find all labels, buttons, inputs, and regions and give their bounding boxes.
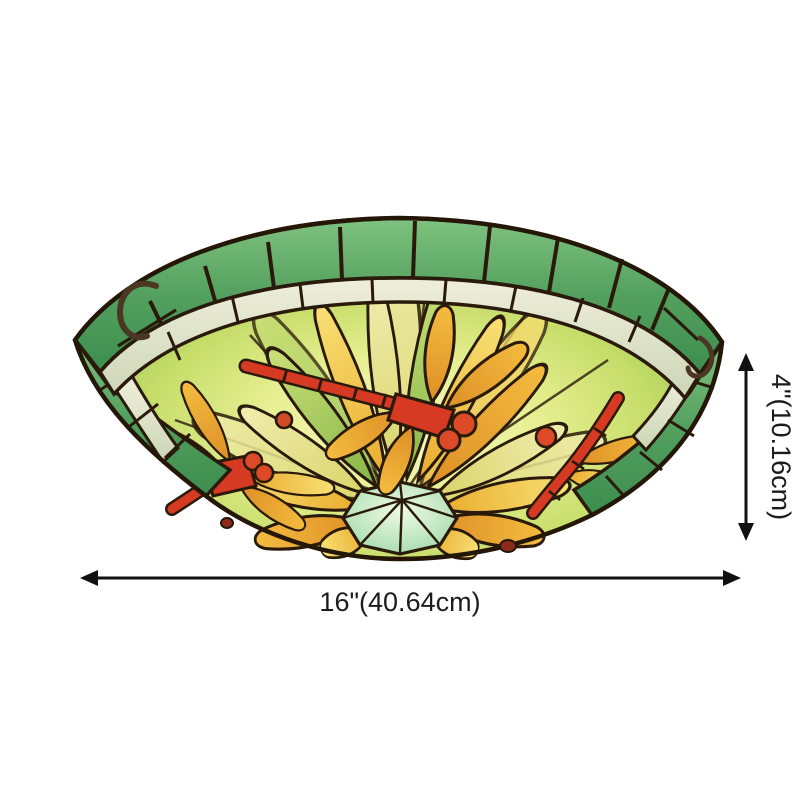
dragonfly-right	[526, 391, 663, 520]
glass-berry-dot	[274, 410, 294, 430]
dimension-height: 4"(10.16cm)	[738, 353, 796, 541]
lamp-shade	[72, 215, 725, 566]
arrowhead-down-icon	[738, 523, 754, 541]
lamp-outline	[72, 215, 725, 562]
dragonfly-center	[238, 302, 537, 500]
dimension-width-label: 16"(40.64cm)	[319, 587, 480, 617]
hook-left-icon	[116, 280, 159, 341]
dimension-width: 16"(40.64cm)	[80, 570, 741, 617]
dimension-height-label: 4"(10.16cm)	[766, 374, 796, 520]
finial-bump	[220, 517, 234, 529]
hook-right-icon	[685, 335, 715, 379]
arrowhead-up-icon	[738, 353, 754, 371]
rosette-medallion	[341, 480, 459, 556]
arrowhead-right-icon	[723, 570, 741, 586]
finial-bump	[499, 539, 517, 553]
arrowhead-left-icon	[80, 570, 98, 586]
